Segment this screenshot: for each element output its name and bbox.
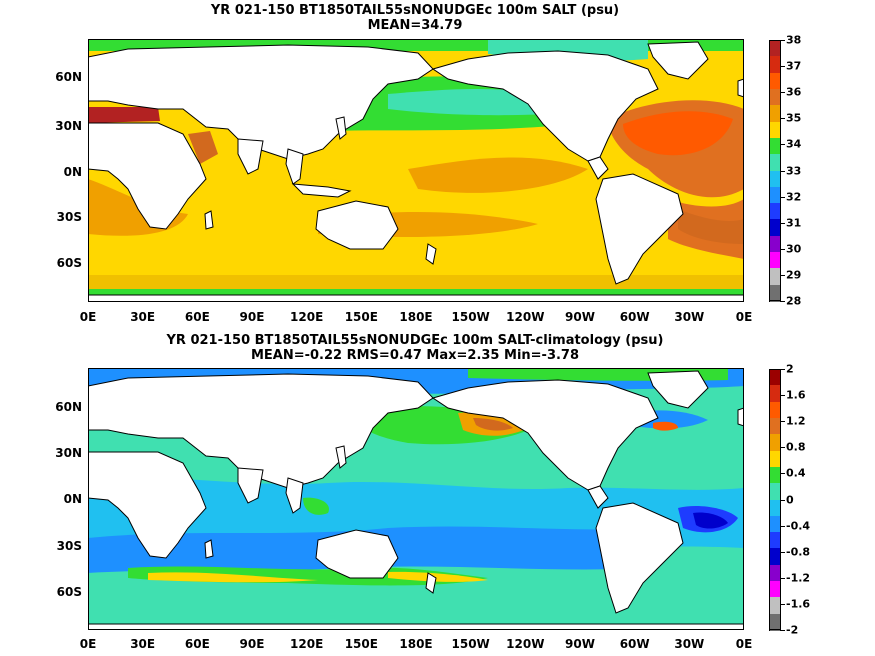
panel2-colorbar-label: -2: [786, 623, 799, 637]
panel1-colorbar-label: 33: [786, 164, 802, 177]
panel2-colorbar-tick: [781, 603, 785, 605]
panel2-colorbar-tick: [781, 630, 785, 631]
panel1-colorbar-label: 28: [786, 294, 802, 308]
panel1-lon-label: 0E: [735, 310, 753, 324]
panel1-map: [88, 39, 744, 302]
panel2-title-line1: YR 021-150 BT1850TAIL55sNONUDGEc 100m SA…: [166, 333, 664, 348]
panel1-lat-60s: 60S: [56, 256, 82, 270]
panel1-lon-label: 90W: [565, 310, 595, 324]
panel1-colorbar-tick: [781, 222, 785, 224]
panel1-colorbar-label: 35: [786, 111, 802, 125]
panel1-colorbar-label: 34: [786, 137, 802, 151]
panel1-lon-label: 180E: [399, 310, 433, 324]
panel1-colorbar-tick: [781, 274, 785, 276]
panel2-lat-0n: 0N: [63, 492, 82, 506]
panel1-colorbar-tick: [781, 66, 785, 68]
panel2-colorbar-label: 2: [786, 362, 794, 376]
panel1-colorbar-label: 36: [786, 85, 802, 99]
panel2-lon-label: 60W: [619, 637, 650, 651]
panel2-lat-60s: 60S: [56, 585, 82, 599]
panel2-colorbar-label: 0.4: [786, 466, 806, 480]
panel2-lon-label: 90W: [565, 637, 595, 651]
panel2-lat-30n: 30N: [55, 446, 82, 460]
panel2-colorbar-label: 0.8: [786, 440, 806, 454]
panel2-colorbar-tick: [781, 473, 785, 475]
panel2-lat-30s: 30S: [56, 539, 82, 553]
panel1-colorbar-label: 38: [786, 33, 802, 47]
panel1-colorbar-tick: [781, 40, 785, 41]
panel1-colorbar-label: 30: [786, 242, 802, 256]
panel1-title: YR 021-150 BT1850TAIL55sNONUDGEc 100m SA…: [0, 3, 830, 33]
panel1-colorbar-tick: [781, 118, 785, 120]
panel1-colorbar-tick: [781, 170, 785, 172]
panel1-colorbar-tick: [781, 144, 785, 146]
panel2-map-svg: [88, 368, 744, 630]
panel1-title-line2: MEAN=34.79: [367, 18, 463, 33]
panel1-lon-label: 120W: [506, 310, 545, 324]
panel2-colorbar-tick: [781, 525, 785, 527]
panel1-lon-label: 60E: [184, 310, 210, 324]
panel1-lat-30n: 30N: [55, 119, 82, 133]
panel2-lon-label: 180E: [399, 637, 433, 651]
panel1-colorbar-label: 32: [786, 190, 802, 204]
panel2-lon-label: 30W: [674, 637, 705, 651]
panel1-lon-label: 150E: [344, 310, 378, 324]
panel1-lon-label: 90E: [239, 310, 265, 324]
panel1-colorbar-outline: [769, 40, 781, 301]
panel1-lat-60n: 60N: [55, 70, 82, 84]
panel2-colorbar-label: 0: [786, 493, 794, 506]
panel2-colorbar-tick: [781, 369, 785, 370]
panel1-colorbar-tick: [781, 301, 785, 302]
panel2-colorbar-label: -1.2: [786, 571, 811, 585]
panel1-lat-0n: 0N: [63, 165, 82, 179]
panel2-title-line2: MEAN=-0.22 RMS=0.47 Max=2.35 Min=-3.78: [250, 348, 580, 363]
panel2-lon-label: 30E: [130, 637, 156, 651]
panel2-title: YR 021-150 BT1850TAIL55sNONUDGEc 100m SA…: [0, 333, 830, 363]
panel1-map-svg: [88, 39, 744, 302]
panel1-lat-30s: 30S: [56, 210, 82, 224]
panel2-colorbar-label: -0.4: [786, 519, 811, 533]
panel2-colorbar-tick: [781, 395, 785, 397]
panel1-lon-label: 120E: [290, 310, 324, 324]
panel1-title-line1: YR 021-150 BT1850TAIL55sNONUDGEc 100m SA…: [210, 3, 620, 18]
panel2-lon-label: 150E: [344, 637, 378, 651]
panel1-lon-label: 30W: [674, 310, 705, 324]
panel2-lon-label: 120W: [506, 637, 545, 651]
panel2-colorbar-tick: [781, 421, 785, 423]
panel2-colorbar-tick: [781, 499, 785, 501]
panel1-colorbar-tick: [781, 248, 785, 250]
panel1-colorbar-label: 31: [786, 216, 802, 230]
panel2-lat-60n: 60N: [55, 400, 82, 414]
panel2-colorbar-label: 1.2: [786, 414, 806, 428]
panel2-lon-label: 90E: [239, 637, 265, 651]
panel1-lon-label: 30E: [130, 310, 156, 324]
panel1-colorbar-tick: [781, 92, 785, 94]
panel2-lon-label: 150W: [451, 637, 490, 651]
panel2-lon-label: 60E: [184, 637, 210, 651]
panel2-lon-label: 120E: [290, 637, 324, 651]
panel2-colorbar-label: -1.6: [786, 597, 811, 611]
panel1-colorbar-tick: [781, 196, 785, 198]
panel2-lon-label: 0E: [735, 637, 753, 651]
panel1-colorbar-label: 37: [786, 59, 802, 73]
panel2-colorbar-tick: [781, 447, 785, 449]
panel1-colorbar-label: 29: [786, 268, 802, 282]
panel2-colorbar-label: 1.6: [786, 388, 806, 402]
panel2-colorbar-label: -0.8: [786, 545, 811, 559]
panel2-lon-label: 0E: [79, 637, 97, 651]
panel1-lon-label: 150W: [451, 310, 490, 324]
panel2-colorbar-tick: [781, 551, 785, 553]
panel2-colorbar-tick: [781, 577, 785, 579]
panel1-lon-label: 0E: [79, 310, 97, 324]
panel2-colorbar-outline: [769, 369, 781, 630]
panel1-lon-label: 60W: [619, 310, 650, 324]
panel2-map: [88, 368, 744, 630]
